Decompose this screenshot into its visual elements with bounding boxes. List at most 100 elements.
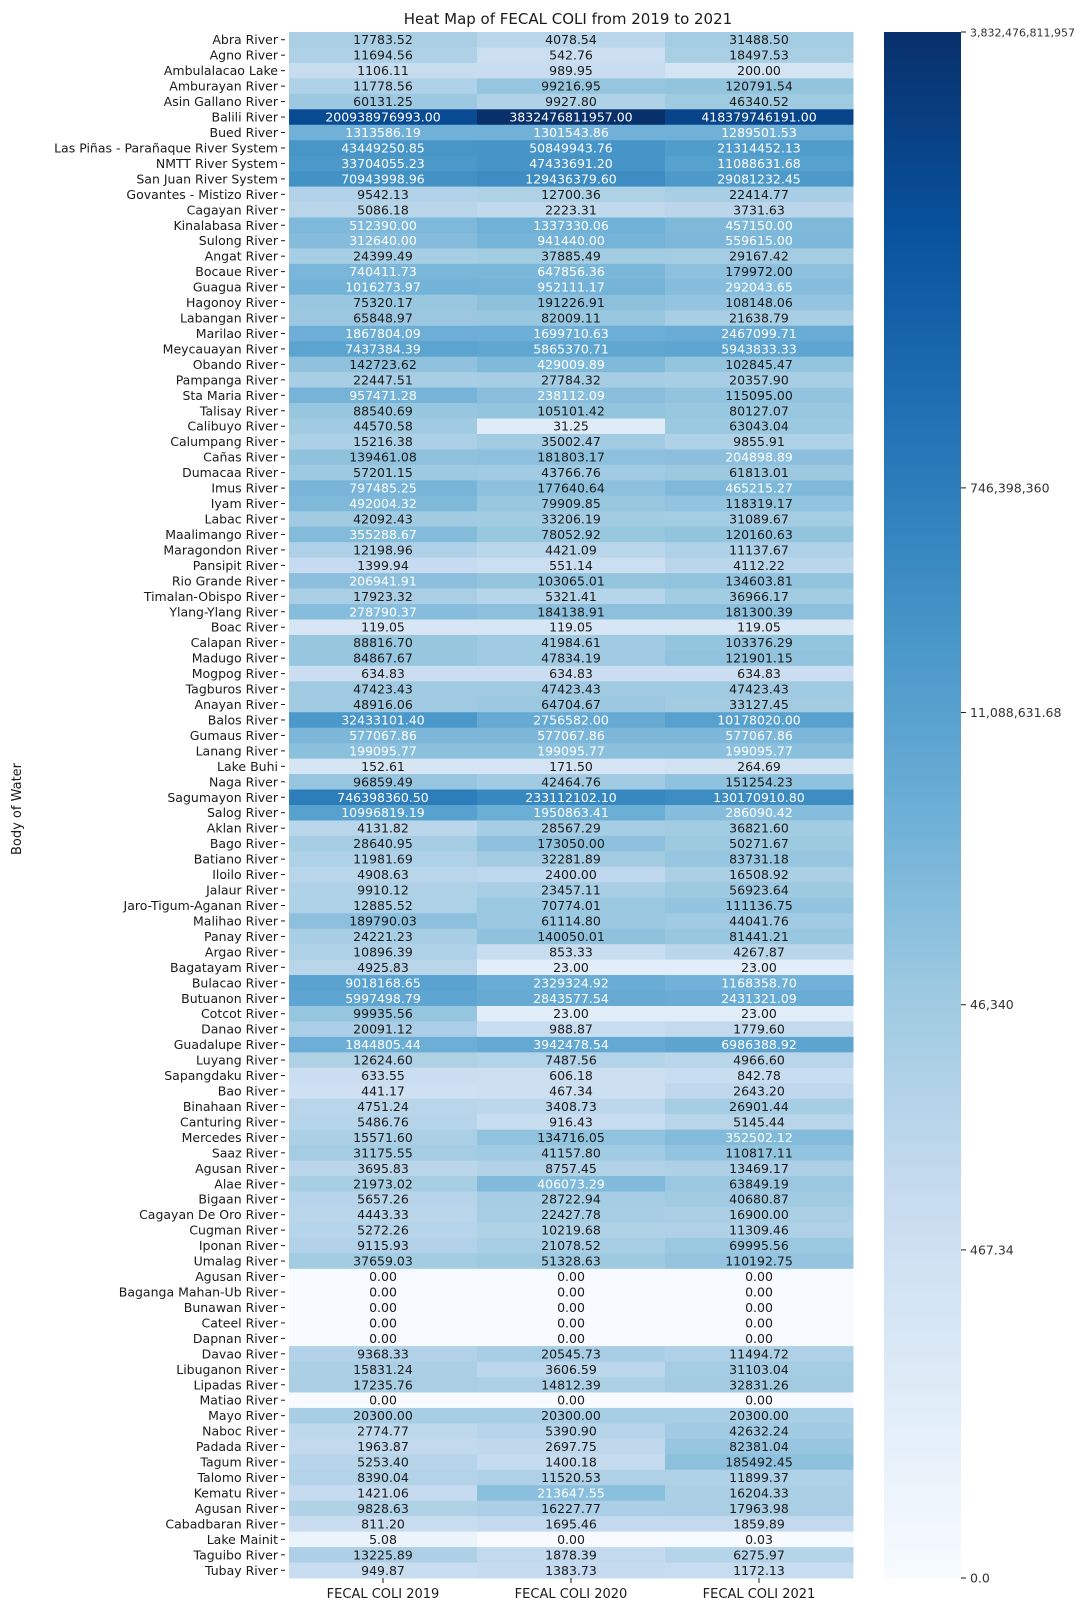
row-label: Labangan River [180, 311, 279, 326]
cell-value-label: 0.00 [557, 1532, 585, 1547]
heatmap-cell [289, 62, 478, 79]
cell-value-label: 634.83 [361, 666, 405, 681]
heatmap-cell [289, 1423, 478, 1440]
cell-value-label: 2756582.00 [533, 712, 609, 727]
cell-value-label: 0.00 [745, 1393, 773, 1408]
heatmap-cell [665, 1407, 854, 1424]
cell-value-label: 5321.41 [545, 589, 597, 604]
heatmap-cell [665, 1098, 854, 1115]
cell-value-label: 3731.63 [733, 202, 785, 217]
heatmap-cell [665, 1469, 854, 1486]
heatmap-cell [665, 1531, 854, 1548]
cell-value-label: 1313586.19 [345, 125, 421, 140]
heatmap-cell [477, 186, 666, 203]
cell-value-label: 16508.92 [729, 867, 789, 882]
cell-value-label: 134603.81 [725, 573, 793, 588]
heatmap-cell [289, 124, 478, 141]
heatmap-cell [477, 1423, 666, 1440]
heatmap-cell [289, 1284, 478, 1301]
row-label: Cugman River [189, 1223, 279, 1238]
heatmap-cell [665, 171, 854, 188]
heatmap-cell [289, 619, 478, 636]
row-label: Madugo River [192, 651, 279, 666]
cell-value-label: 179972.00 [725, 264, 793, 279]
heatmap-cell [665, 109, 854, 126]
heatmap-cell [477, 294, 666, 311]
heatmap-cell [665, 202, 854, 219]
cell-value-label: 0.03 [745, 1532, 773, 1547]
cell-value-label: 9927.80 [545, 94, 597, 109]
cell-value-label: 43449250.85 [341, 140, 425, 155]
heatmap-cell [477, 866, 666, 883]
heatmap-cell [665, 1284, 854, 1301]
heatmap-cell [289, 449, 478, 466]
heatmap-cell [289, 341, 478, 358]
heatmap-cell [665, 1500, 854, 1517]
heatmap-cell [289, 372, 478, 389]
heatmap-cell [665, 1516, 854, 1533]
cell-value-label: 102845.47 [725, 357, 793, 372]
cell-value-label: 0.00 [557, 1269, 585, 1284]
cell-value-label: 177640.64 [537, 481, 605, 496]
row-label: Sta Maria River [182, 388, 278, 403]
heatmap-cell [477, 1516, 666, 1533]
row-label: Hagonoy River [186, 295, 279, 310]
cell-value-label: 12700.36 [541, 187, 601, 202]
row-label: Salog River [207, 805, 279, 820]
cell-value-label: 23.00 [741, 1006, 777, 1021]
cell-value-label: 13469.17 [729, 1161, 789, 1176]
cell-value-label: 14812.39 [541, 1377, 601, 1392]
cell-value-label: 15571.60 [353, 1130, 413, 1145]
cell-value-label: 1289501.53 [721, 125, 797, 140]
cell-value-label: 406073.29 [537, 1176, 605, 1191]
heatmap-cell [477, 727, 666, 744]
heatmap-cell [665, 1114, 854, 1131]
cell-value-label: 2697.75 [545, 1439, 597, 1454]
heatmap-cell [477, 619, 666, 636]
heatmap-cell [665, 712, 854, 729]
heatmap-cell [665, 140, 854, 157]
cell-value-label: 61813.01 [729, 465, 789, 480]
heatmap-cell [665, 1129, 854, 1146]
colorbar-tick-label: 0.0 [970, 1571, 990, 1586]
row-label: Bago River [210, 836, 279, 851]
heatmap-cell [477, 62, 666, 79]
heatmap-cell [477, 356, 666, 373]
row-label: Sulong River [199, 233, 279, 248]
heatmap-cell [289, 325, 478, 342]
cell-value-label: 5943833.33 [721, 341, 797, 356]
cell-value-label: 204898.89 [725, 450, 793, 465]
cell-value-label: 4267.87 [733, 944, 785, 959]
heatmap-cell [477, 1237, 666, 1254]
heatmap-cell [477, 140, 666, 157]
cell-value-label: 15831.24 [353, 1362, 413, 1377]
heatmap-cell [289, 1407, 478, 1424]
row-label: Bao River [218, 1084, 279, 1099]
cell-value-label: 5486.76 [357, 1114, 409, 1129]
heatmap-cell [289, 573, 478, 590]
heatmap-cell [477, 1222, 666, 1239]
colorbar-tick-label: 746,398,360 [970, 480, 1050, 495]
row-label: Aklan River [207, 821, 279, 836]
heatmap-cell [665, 959, 854, 976]
row-label: Ambulalacao Lake [164, 63, 278, 78]
y-axis-label: Body of Water [10, 762, 25, 855]
heatmap-cell [665, 1299, 854, 1316]
row-label: Govantes - Mistizo River [126, 187, 278, 202]
cell-value-label: 2223.31 [545, 202, 597, 217]
cell-value-label: 22427.78 [541, 1207, 601, 1222]
cell-value-label: 292043.65 [725, 280, 793, 295]
row-label: San Juan River System [136, 171, 278, 186]
heatmap-cell [477, 1361, 666, 1378]
heatmap-cell [289, 1346, 478, 1363]
heatmap-cell [665, 1315, 854, 1332]
heatmap-cell [665, 449, 854, 466]
cell-value-label: 286090.42 [725, 805, 793, 820]
cell-value-label: 1963.87 [357, 1439, 409, 1454]
cell-value-label: 26901.44 [729, 1099, 789, 1114]
cell-value-label: 48916.06 [353, 697, 413, 712]
row-label: Danao River [201, 1022, 279, 1037]
cell-value-label: 63043.04 [729, 419, 789, 434]
heatmap-cell [289, 47, 478, 64]
